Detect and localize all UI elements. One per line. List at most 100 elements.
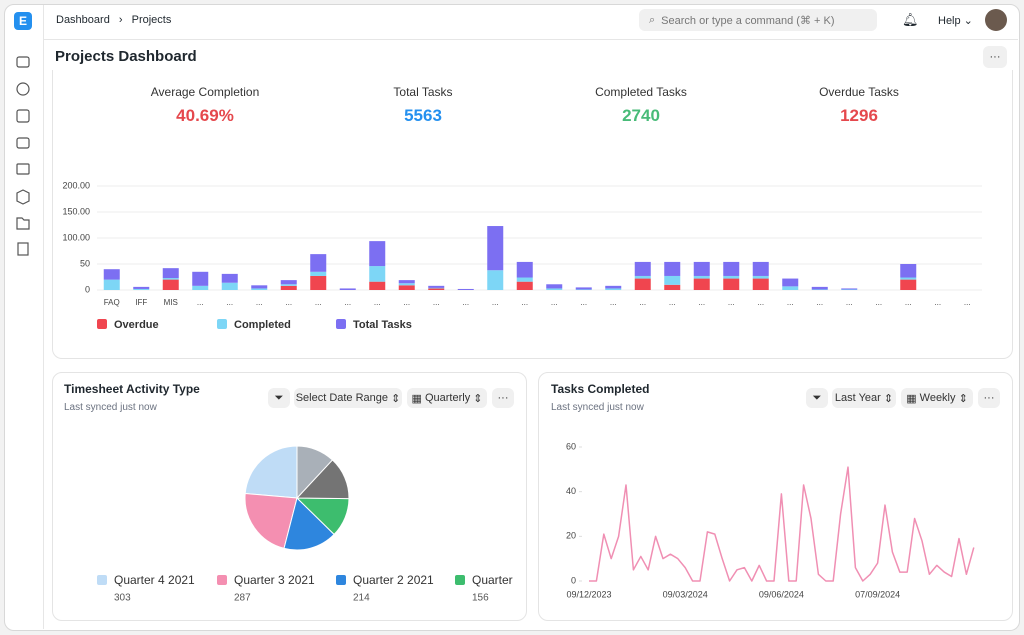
line-card — [538, 372, 1013, 621]
y-tick-label: 150.00 — [62, 206, 90, 216]
bar-segment — [221, 282, 238, 290]
bar-segment — [398, 283, 415, 286]
more-button[interactable]: ··· — [983, 46, 1007, 68]
avatar[interactable] — [985, 9, 1007, 31]
filter-button[interactable]: ⏷ — [806, 388, 828, 408]
legend-swatch — [97, 319, 107, 329]
help-menu[interactable]: Help ⌄ — [938, 15, 973, 27]
x-tick-label: ... — [344, 298, 351, 307]
icon[interactable] — [16, 163, 30, 175]
x-tick-label: IFF — [135, 298, 147, 307]
legend-swatch — [336, 575, 346, 585]
period-select[interactable]: ▦ Weekly ⇕ — [901, 388, 973, 408]
bar-segment — [723, 275, 740, 279]
bar-segment — [693, 278, 710, 290]
bar-segment — [664, 261, 681, 276]
separator: › — [118, 14, 123, 26]
y-tick-label: 0 — [85, 284, 90, 294]
bar-segment — [575, 287, 592, 290]
bar-segment — [516, 281, 533, 290]
bar-segment — [546, 288, 563, 290]
bar-segment — [162, 278, 179, 280]
bar-segment — [428, 287, 445, 289]
more-button[interactable]: ··· — [978, 388, 1000, 408]
bar-segment — [251, 288, 268, 290]
icon[interactable] — [16, 109, 30, 123]
x-tick-label: ... — [462, 298, 469, 307]
x-tick-label: ... — [816, 298, 823, 307]
bar-segment — [752, 275, 769, 279]
x-tick-label: MIS — [164, 298, 178, 307]
bar-segment — [605, 288, 622, 290]
icon[interactable] — [16, 82, 30, 96]
divider — [44, 39, 1018, 40]
date-range-select[interactable]: Select Date Range ⇕ — [294, 388, 402, 408]
breadcrumb-item[interactable]: Projects — [131, 14, 172, 26]
legend-swatch — [217, 319, 227, 329]
bar-segment — [782, 286, 799, 290]
legend-swatch — [97, 575, 107, 585]
bar-segment — [693, 261, 710, 276]
bar-segment — [516, 261, 533, 278]
icon[interactable] — [17, 242, 29, 256]
bar-segment — [221, 273, 238, 283]
stat-value: 5563 — [404, 106, 442, 125]
bar-segment — [133, 286, 150, 289]
x-tick-label: ... — [787, 298, 794, 307]
bar-segment — [516, 277, 533, 282]
legend-swatch — [336, 319, 346, 329]
filter-button[interactable]: ⏷ — [268, 388, 290, 408]
x-tick-label: FAQ — [104, 298, 120, 307]
bar-segment — [251, 285, 268, 289]
bar-segment — [841, 289, 858, 290]
icon[interactable] — [16, 137, 30, 149]
legend-value: 303 — [114, 593, 131, 604]
bar-segment — [723, 278, 740, 290]
x-tick-label: 09/03/2024 — [663, 589, 708, 599]
x-tick-label: ... — [492, 298, 499, 307]
y-tick-label: 200.00 — [62, 180, 90, 190]
breadcrumb-item[interactable]: Dashboard — [56, 14, 110, 26]
stat-value: 2740 — [622, 106, 660, 125]
bar-segment — [634, 261, 651, 276]
notification-bell[interactable]: 🔔︎ — [902, 12, 919, 27]
period-select[interactable]: ▦ Quarterly ⇕ — [407, 388, 487, 408]
y-tick-label: 100.00 — [62, 232, 90, 242]
stat-label: Overdue Tasks — [819, 85, 899, 99]
more-button[interactable]: ··· — [492, 388, 514, 408]
bar-segment — [103, 279, 120, 290]
app-logo[interactable]: E — [14, 12, 32, 30]
bar-segment — [192, 271, 209, 286]
x-tick-label: ... — [757, 298, 764, 307]
bar-segment — [369, 281, 386, 290]
x-tick-label: ... — [226, 298, 233, 307]
bar-segment — [280, 285, 297, 290]
pie-slice — [296, 445, 334, 500]
legend-value: 287 — [234, 593, 251, 604]
bar-segment — [841, 288, 858, 290]
bar-segment — [664, 275, 681, 285]
select-label: Last Year — [834, 392, 881, 404]
page-title: Projects Dashboard — [55, 48, 197, 65]
x-tick-label: ... — [580, 298, 587, 307]
pie-slice — [244, 445, 298, 499]
range-select[interactable]: Last Year ⇕ — [832, 388, 896, 408]
help-label: Help — [938, 15, 961, 27]
icon[interactable] — [16, 189, 30, 205]
x-tick-label: 09/12/2023 — [566, 589, 611, 599]
bar-segment — [103, 269, 120, 280]
pie-slice — [283, 497, 335, 551]
x-tick-label: ... — [285, 298, 292, 307]
search-bar[interactable]: ⌕ Search or type a command (⌘ + K) — [639, 9, 877, 31]
legend-label: Quarter 4 2021 — [114, 573, 195, 587]
bar-segment — [900, 264, 917, 278]
icon[interactable] — [16, 217, 30, 230]
bar-segment — [752, 278, 769, 290]
x-tick-label: ... — [875, 298, 882, 307]
icon[interactable] — [16, 56, 30, 68]
x-tick-label: ... — [934, 298, 941, 307]
x-tick-label: ... — [846, 298, 853, 307]
bar-segment — [811, 289, 828, 290]
